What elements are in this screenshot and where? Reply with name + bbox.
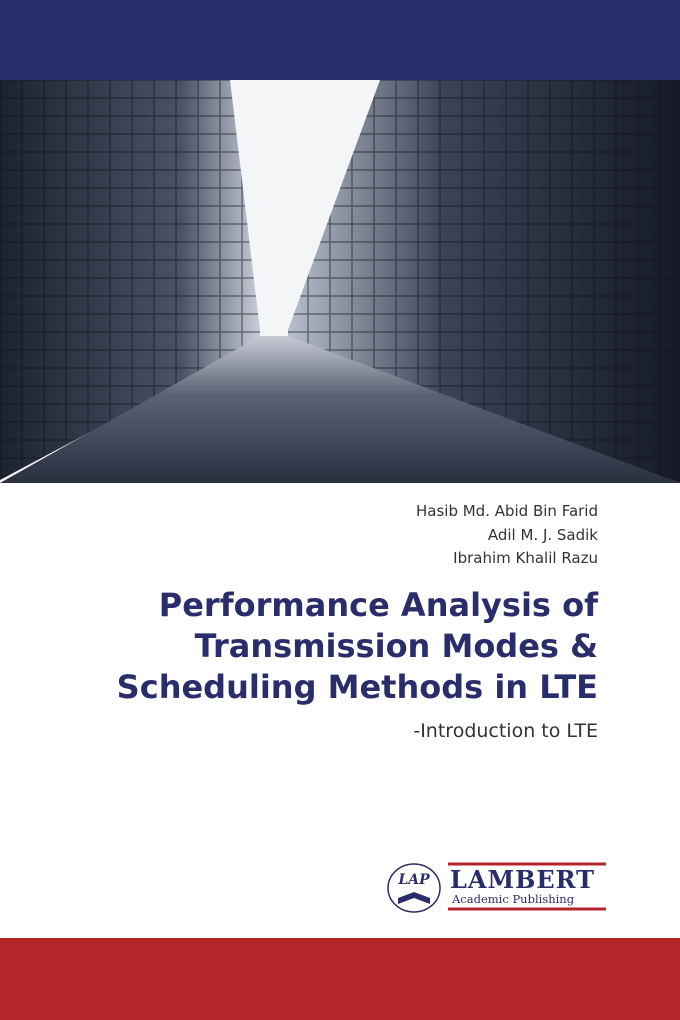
cover-photo — [0, 80, 680, 483]
top-band — [0, 0, 680, 80]
title-line: Scheduling Methods in LTE — [116, 668, 598, 706]
logo-book — [398, 892, 430, 904]
logo-wreath — [387, 863, 441, 913]
title-line: Performance Analysis of — [158, 586, 598, 624]
bottom-band — [0, 938, 680, 1020]
logo-name: LAMBERT — [450, 865, 595, 894]
author: Hasib Md. Abid Bin Farid — [415, 502, 598, 520]
author: Ibrahim Khalil Razu — [453, 549, 598, 567]
subtitle: -Introduction to LTE — [413, 720, 598, 742]
title-line: Transmission Modes & — [194, 627, 598, 665]
logo-tagline: Academic Publishing — [451, 892, 575, 906]
author: Adil M. J. Sadik — [487, 525, 598, 544]
author-list: Hasib Md. Abid Bin Farid Adil M. J. Sadi… — [416, 500, 598, 571]
logo-mark: LAP — [397, 872, 430, 888]
publisher-logo: LAP LAMBERT Academic Publishing — [387, 862, 606, 913]
book-title: Performance Analysis of Transmission Mod… — [117, 585, 598, 708]
